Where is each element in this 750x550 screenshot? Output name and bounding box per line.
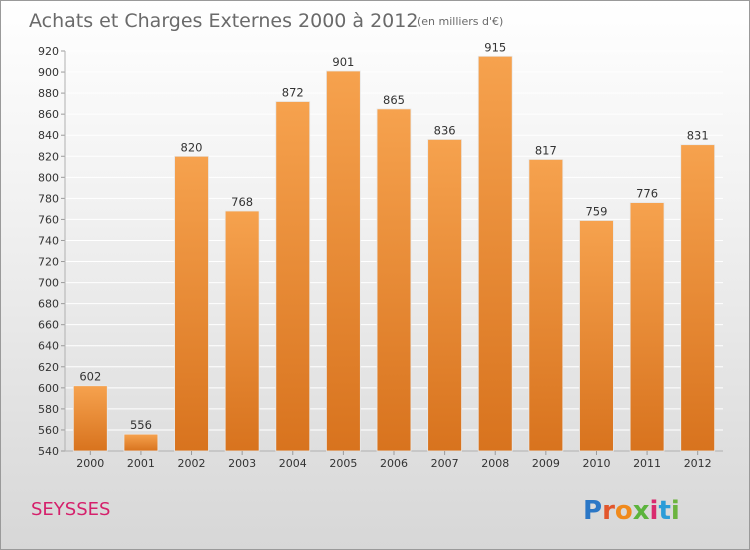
bar-2009 bbox=[528, 159, 564, 452]
y-tick-label: 720 bbox=[38, 256, 59, 269]
bars: 602 556 820 768 872 901 865 836 915 817 759 776 831 bbox=[72, 40, 716, 452]
y-tick-label: 860 bbox=[38, 108, 59, 121]
y-tick-label: 660 bbox=[38, 319, 59, 332]
bar-2003 bbox=[224, 210, 260, 452]
x-axis-ticks: 2000 2001 2002 2003 2004 2005 2006 2007 2008 2009… bbox=[76, 451, 712, 470]
y-tick-label: 800 bbox=[38, 171, 59, 184]
bar-2010 bbox=[579, 220, 614, 452]
x-tick-label: 2010 bbox=[582, 457, 610, 470]
y-tick-label: 580 bbox=[38, 403, 59, 416]
logo-letter: i bbox=[650, 496, 659, 526]
x-tick-label: 2006 bbox=[380, 457, 408, 470]
chart-subtitle: (en milliers d'€) bbox=[417, 15, 503, 28]
bar-value-label: 901 bbox=[332, 55, 354, 69]
y-tick-label: 740 bbox=[38, 234, 59, 247]
bar-value-label: 817 bbox=[535, 143, 557, 157]
y-tick-label: 620 bbox=[38, 361, 59, 374]
x-tick-label: 2004 bbox=[279, 457, 307, 470]
x-tick-label: 2007 bbox=[431, 457, 459, 470]
x-tick-label: 2000 bbox=[76, 457, 104, 470]
bar-value-label: 872 bbox=[282, 86, 304, 100]
bar-2005 bbox=[326, 70, 361, 452]
location-label: SEYSSES bbox=[31, 499, 110, 520]
bar-2000 bbox=[72, 385, 108, 452]
bar-value-label: 915 bbox=[484, 40, 506, 54]
y-tick-label: 880 bbox=[38, 87, 59, 100]
y-tick-label: 540 bbox=[38, 445, 59, 458]
x-tick-label: 2003 bbox=[228, 457, 256, 470]
y-tick-label: 900 bbox=[38, 66, 59, 79]
bar-value-label: 602 bbox=[79, 370, 101, 384]
bar-2002 bbox=[174, 155, 209, 452]
bar-value-label: 836 bbox=[434, 123, 456, 137]
bar-2004 bbox=[275, 101, 311, 452]
y-tick-label: 760 bbox=[38, 213, 59, 226]
x-tick-label: 2008 bbox=[481, 457, 509, 470]
bar-value-label: 865 bbox=[383, 93, 405, 107]
bar-2007 bbox=[427, 139, 462, 452]
logo-letter: P bbox=[583, 496, 602, 526]
bar-2011 bbox=[629, 202, 665, 452]
bar-value-label: 776 bbox=[636, 187, 658, 201]
y-tick-label: 840 bbox=[38, 129, 59, 142]
y-tick-label: 780 bbox=[38, 192, 59, 205]
y-tick-label: 560 bbox=[38, 424, 59, 437]
bar-value-label: 831 bbox=[687, 129, 709, 143]
bar-2006 bbox=[376, 108, 412, 452]
chart-title: Achats et Charges Externes 2000 à 2012 bbox=[29, 10, 418, 32]
y-tick-label: 640 bbox=[38, 340, 59, 353]
bar-value-label: 820 bbox=[181, 140, 203, 154]
y-tick-label: 820 bbox=[38, 150, 59, 163]
x-tick-label: 2005 bbox=[329, 457, 357, 470]
y-tick-label: 700 bbox=[38, 277, 59, 290]
y-tick-label: 680 bbox=[38, 298, 59, 311]
x-tick-label: 2001 bbox=[127, 457, 155, 470]
bar-value-label: 759 bbox=[585, 204, 607, 218]
logo-letter: i bbox=[671, 496, 680, 526]
x-tick-label: 2011 bbox=[633, 457, 661, 470]
logo-letter: r bbox=[602, 496, 615, 526]
proxiti-logo: Proxiti bbox=[583, 496, 680, 526]
x-tick-label: 2002 bbox=[178, 457, 206, 470]
y-tick-label: 600 bbox=[38, 382, 59, 395]
logo-letter: x bbox=[633, 496, 650, 526]
bar-2001 bbox=[123, 433, 159, 452]
logo-letter: t bbox=[658, 496, 670, 526]
bar-value-label: 768 bbox=[231, 195, 253, 209]
bar-2008 bbox=[477, 55, 513, 452]
bar-2012 bbox=[680, 144, 716, 452]
x-tick-label: 2009 bbox=[532, 457, 560, 470]
bar-value-label: 556 bbox=[130, 418, 152, 432]
logo-letter: o bbox=[615, 496, 633, 526]
y-tick-label: 920 bbox=[38, 45, 59, 58]
x-tick-label: 2012 bbox=[684, 457, 712, 470]
